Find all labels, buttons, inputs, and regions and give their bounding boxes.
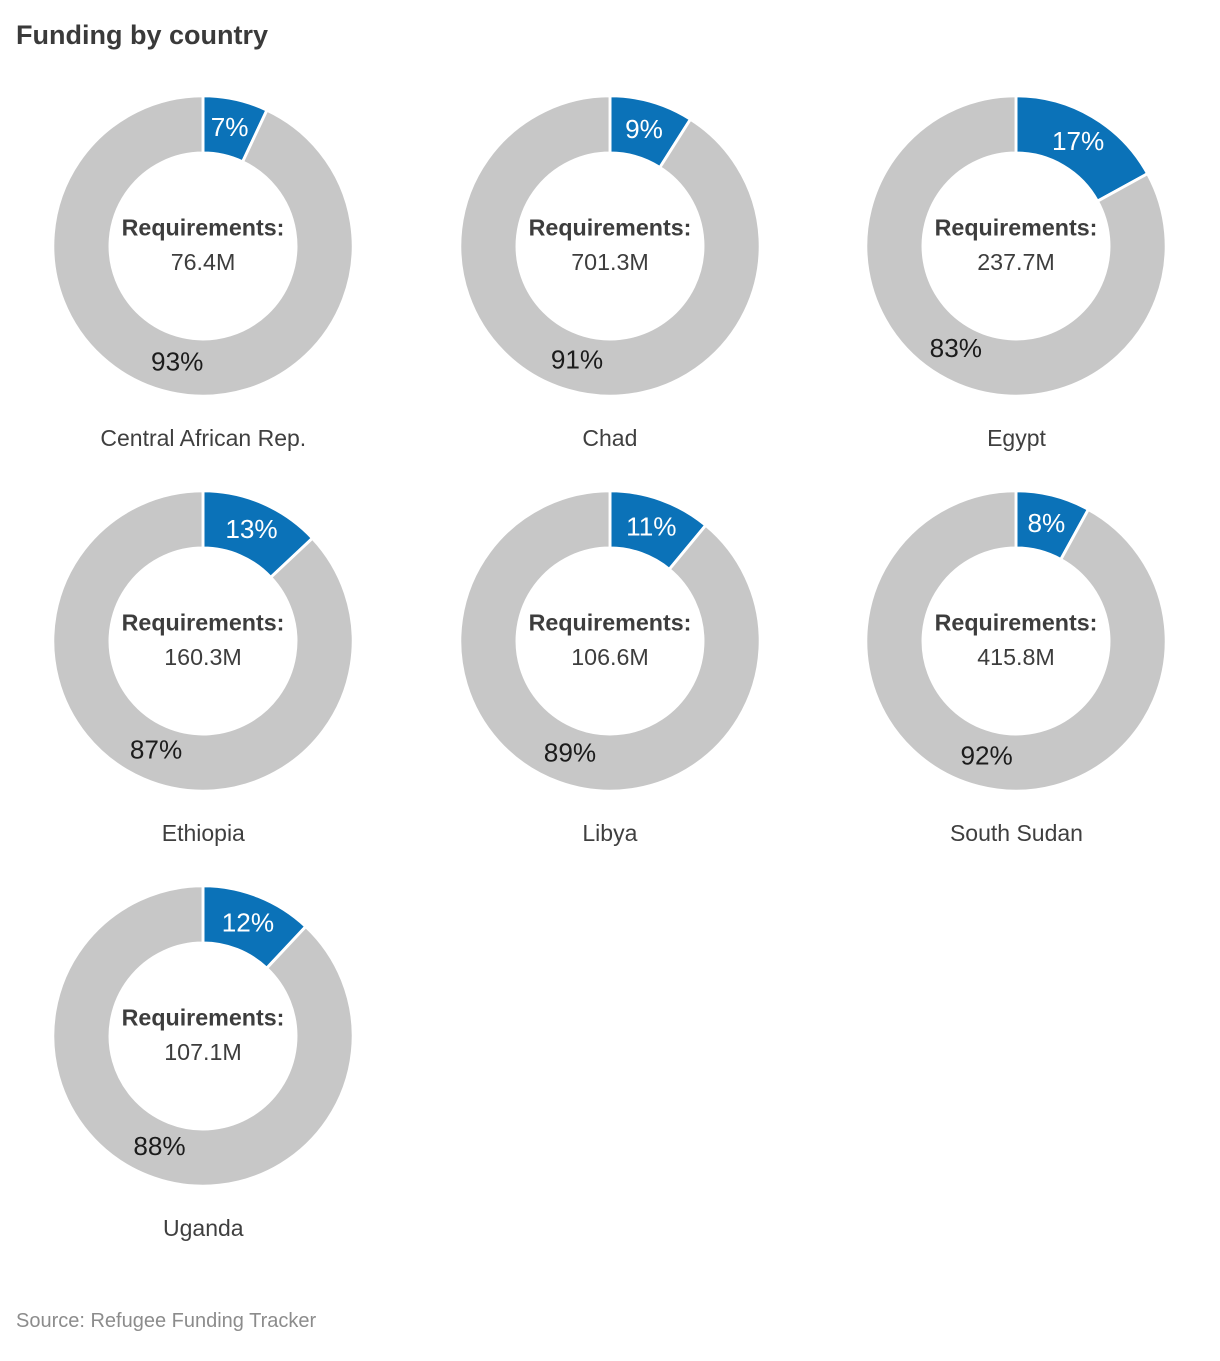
donut-svg: 17% 83% Requirements: 237.7M <box>864 94 1169 398</box>
requirements-heading: Requirements: <box>122 609 285 635</box>
requirements-value: 76.4M <box>171 249 236 275</box>
requirements-heading: Requirements: <box>935 214 1098 240</box>
unfunded-pct-label: 89% <box>544 737 596 767</box>
donut-chart: 8% 92% Requirements: 415.8M South Sudan <box>813 486 1220 881</box>
donut-chart: 9% 91% Requirements: 701.3M Chad <box>407 91 814 486</box>
donut-chart: 13% 87% Requirements: 160.3M Ethiopia <box>0 486 407 881</box>
funded-pct-label: 12% <box>222 908 274 938</box>
country-label: Chad <box>582 425 638 451</box>
unfunded-pct-label: 91% <box>551 345 603 375</box>
donut-chart: 7% 93% Requirements: 76.4M Central African R… <box>0 91 407 486</box>
requirements-value: 106.6M <box>571 644 649 670</box>
requirements-heading: Requirements: <box>935 609 1098 635</box>
requirements-value: 701.3M <box>571 249 649 275</box>
donut-chart: 17% 83% Requirements: 237.7M Egypt <box>813 91 1220 486</box>
funded-pct-label: 17% <box>1052 126 1104 156</box>
country-label: Uganda <box>163 1215 244 1241</box>
unfunded-pct-label: 87% <box>130 735 182 765</box>
donut-chart: 12% 88% Requirements: 107.1M Uganda <box>0 881 407 1276</box>
unfunded-pct-label: 83% <box>930 333 982 363</box>
unfunded-slice <box>51 884 355 1188</box>
funded-pct-label: 8% <box>1028 508 1066 538</box>
funded-pct-label: 7% <box>211 112 249 142</box>
donut-grid: 7% 93% Requirements: 76.4M Central African R… <box>0 91 1220 1276</box>
requirements-value: 107.1M <box>165 1039 243 1065</box>
country-label: South Sudan <box>949 820 1083 846</box>
source-note: Source: Refugee Funding Tracker <box>16 1310 317 1332</box>
funded-pct-label: 9% <box>625 114 663 144</box>
country-label: Egypt <box>987 425 1046 451</box>
donut-svg: 8% 92% Requirements: 415.8M <box>864 489 1169 793</box>
unfunded-slice <box>51 489 355 793</box>
funded-pct-label: 11% <box>626 511 676 541</box>
page-title: Funding by country <box>16 20 268 50</box>
requirements-heading: Requirements: <box>122 214 285 240</box>
unfunded-pct-label: 93% <box>151 346 203 376</box>
requirements-heading: Requirements: <box>528 609 691 635</box>
requirements-value: 160.3M <box>165 644 243 670</box>
donut-svg: 11% 89% Requirements: 106.6M <box>458 489 762 793</box>
unfunded-pct-label: 88% <box>134 1131 186 1161</box>
unfunded-pct-label: 92% <box>961 741 1013 771</box>
country-label: Ethiopia <box>161 820 245 846</box>
unfunded-slice <box>458 489 762 793</box>
requirements-value: 237.7M <box>978 249 1056 275</box>
unfunded-slice <box>51 94 355 398</box>
requirements-value: 415.8M <box>978 644 1056 670</box>
donut-svg: 13% 87% Requirements: 160.3M <box>51 489 355 793</box>
donut-svg: 12% 88% Requirements: 107.1M <box>51 884 355 1188</box>
donut-svg: 7% 93% Requirements: 76.4M <box>51 94 355 398</box>
unfunded-slice <box>864 489 1169 793</box>
requirements-heading: Requirements: <box>122 1004 285 1030</box>
unfunded-slice <box>458 94 762 398</box>
country-label: Central African Rep. <box>100 425 307 451</box>
country-label: Libya <box>582 820 638 846</box>
unfunded-slice <box>864 94 1169 398</box>
donut-chart: 11% 89% Requirements: 106.6M Libya <box>407 486 814 881</box>
funded-pct-label: 13% <box>226 514 278 544</box>
donut-svg: 9% 91% Requirements: 701.3M <box>458 94 762 398</box>
requirements-heading: Requirements: <box>528 214 691 240</box>
